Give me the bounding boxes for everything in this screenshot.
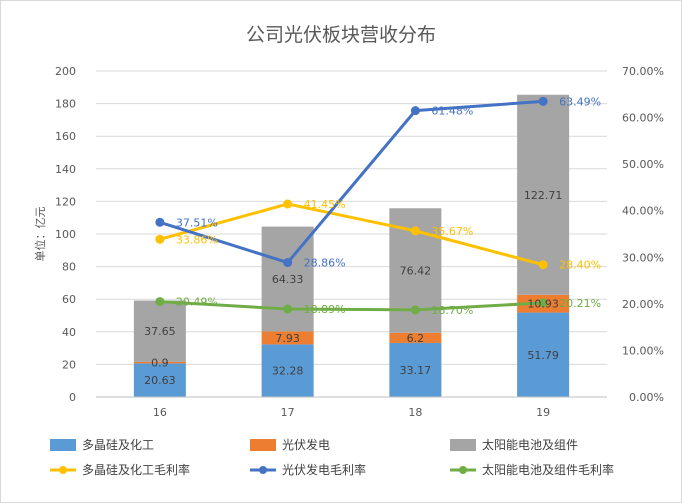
line-data-label: 20.49%: [176, 296, 218, 309]
y-tick-label: 0: [69, 391, 76, 404]
bar-segment: [133, 300, 186, 362]
bar-data-label: 20.63: [144, 374, 176, 387]
axes-layer: 0 20 40 60 80 100 120 140 160 180 200 0.00% 10.00% 20…: [55, 65, 664, 419]
line-point: [155, 217, 165, 227]
bar-data-label: 33.17: [400, 364, 432, 377]
bar-data-label: 0.9: [151, 357, 169, 370]
y2-tick-label: 60.00%: [622, 112, 664, 125]
y2-tick-label: 50.00%: [622, 158, 664, 171]
line-data-label: 61.48%: [431, 105, 473, 118]
x-tick-label: 18: [408, 406, 422, 419]
legend-swatch: [259, 466, 267, 474]
line-point: [410, 226, 420, 236]
line-data-label: 41.45%: [304, 198, 346, 211]
bar-data-label: 51.79: [527, 349, 559, 362]
line-point: [538, 260, 548, 270]
legend-label: 光伏发电毛利率: [282, 462, 366, 477]
bar-segment: [133, 361, 186, 364]
line-data-label: 28.86%: [304, 257, 346, 270]
line-point: [283, 258, 293, 268]
chart-title: 公司光伏板块营收分布: [246, 24, 436, 46]
line-series: [159, 300, 544, 312]
bar-segment: [389, 342, 442, 397]
line-point: [155, 234, 165, 244]
line-point: [283, 199, 293, 209]
line-point: [410, 305, 420, 315]
line-data-label: 18.89%: [304, 303, 346, 316]
line-data-label: 20.21%: [559, 297, 601, 310]
y-tick-label: 40: [62, 326, 76, 339]
y-tick-label: 80: [62, 261, 76, 274]
line-data-label: 28.40%: [559, 259, 601, 272]
bar-data-label: 64.33: [272, 273, 304, 286]
y-tick-label: 120: [55, 195, 76, 208]
legend-label: 多晶硅及化工: [82, 438, 154, 452]
line-data-label: 35.67%: [431, 225, 473, 238]
x-tick-label: 19: [536, 406, 550, 419]
line-data-label: 18.70%: [431, 304, 473, 317]
legend-label: 太阳能电池及组件毛利率: [482, 462, 614, 477]
bar-data-label: 6.2: [407, 332, 425, 345]
legend-label: 多晶硅及化工毛利率: [82, 462, 190, 477]
y2-tick-label: 10.00%: [622, 344, 664, 357]
bar-data-label: 76.42: [400, 265, 432, 278]
line-series: [159, 202, 544, 267]
legend-swatch: [59, 466, 67, 474]
y2-tick-label: 0.00%: [629, 391, 664, 404]
bar-segment: [133, 363, 186, 397]
bar-data-label: 122.71: [524, 189, 563, 202]
y2-tick-label: 40.00%: [622, 205, 664, 218]
legend-label: 光伏发电: [282, 437, 330, 452]
y-tick-label: 180: [55, 98, 76, 111]
legend-swatch: [459, 466, 467, 474]
y-tick-label: 160: [55, 130, 76, 143]
line-point: [155, 297, 165, 307]
bar-segment: [261, 344, 314, 397]
y2-tick-label: 20.00%: [622, 298, 664, 311]
bar-data-label: 10.93: [527, 298, 559, 311]
x-tick-label: 16: [153, 406, 167, 419]
lines-layer: [155, 96, 548, 315]
bar-data-label: 32.28: [272, 365, 304, 378]
line-data-label: 37.51%: [176, 216, 218, 229]
line-data-label: 33.86%: [176, 233, 218, 246]
legend-label: 太阳能电池及组件: [482, 437, 578, 452]
y-tick-label: 140: [55, 163, 76, 176]
line-point: [410, 106, 420, 116]
bar-segment: [261, 331, 314, 345]
bar-segment: [389, 332, 442, 343]
y-tick-label: 20: [62, 358, 76, 371]
bar-data-label: 7.93: [275, 332, 300, 345]
line-point: [538, 298, 548, 308]
y2-tick-label: 70.00%: [622, 65, 664, 78]
line-point: [283, 304, 293, 314]
bar-segment: [517, 312, 570, 397]
y-axis-title: 单位：亿元: [33, 207, 47, 262]
line-point: [538, 96, 548, 106]
line-series: [159, 99, 544, 265]
y2-tick-label: 30.00%: [622, 251, 664, 264]
legend-swatch: [450, 439, 476, 451]
y-tick-label: 200: [55, 65, 76, 78]
bar-data-label: 37.65: [144, 325, 176, 338]
y-tick-label: 60: [62, 293, 76, 306]
y-tick-label: 100: [55, 228, 76, 241]
x-tick-label: 17: [281, 406, 295, 419]
line-data-label: 63.49%: [559, 95, 601, 108]
data-labels-layer: 20.63 32.28 33.17 51.79 0.9 7.93 6.2 10.93 37.65…: [144, 95, 601, 387]
legend-swatch: [50, 439, 76, 451]
legend-swatch: [250, 439, 276, 451]
